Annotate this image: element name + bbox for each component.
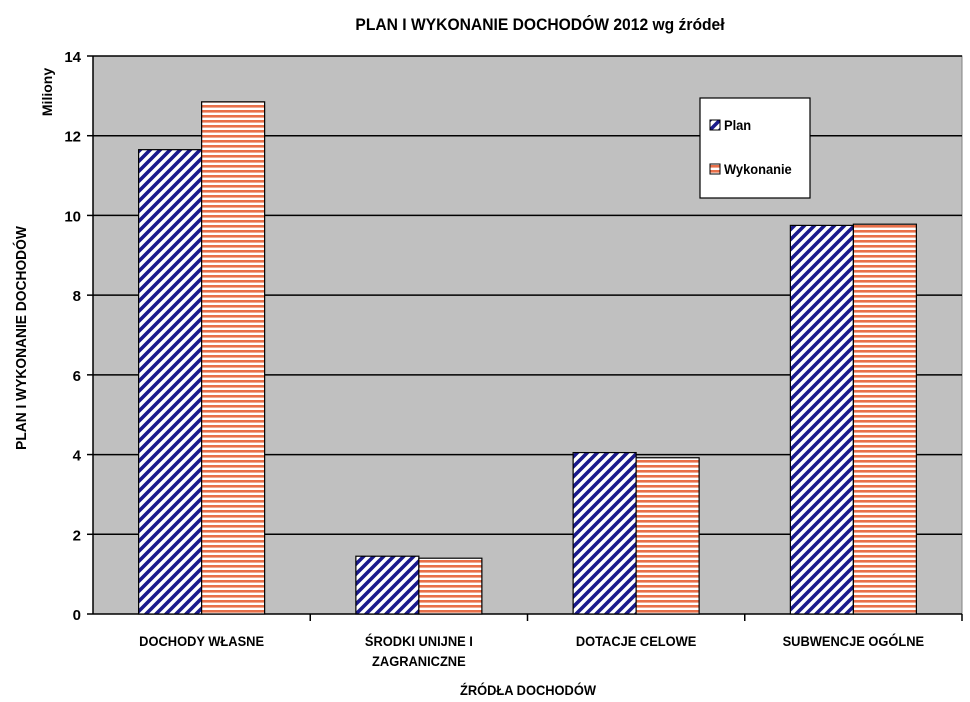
legend-box	[699, 97, 811, 199]
x-tick-label: DOTACJE CELOWE	[576, 634, 697, 650]
bar-plan-3	[789, 224, 854, 615]
bar-plan-0	[138, 149, 203, 615]
y-tick-label: 2	[73, 527, 81, 544]
y-tick-label: 10	[64, 208, 81, 225]
bar-plan-2	[572, 451, 637, 615]
y-tick-label: 14	[64, 49, 81, 66]
y-tick-label: 8	[73, 288, 81, 305]
x-tick-label: ŚRODKI UNIJNE I	[365, 634, 473, 650]
y-tick-label: 4	[73, 448, 82, 465]
x-tick-label: DOCHODY WŁASNE	[139, 634, 264, 650]
x-axis-label: ŹRÓDŁA DOCHODÓW	[460, 683, 596, 699]
x-tick-label: ZAGRANICZNE	[372, 654, 466, 670]
x-tick-label: SUBWENCJE OGÓLNE	[783, 634, 925, 650]
legend-swatch-wykonanie	[709, 163, 721, 175]
y-tick-label: 0	[73, 607, 81, 624]
bar-wykonanie-0	[201, 101, 266, 615]
y-axis-label: PLAN I WYKONANIE DOCHODÓW	[11, 226, 30, 450]
y-tick-label: 6	[73, 368, 81, 385]
bar-wykonanie-2	[635, 457, 700, 615]
chart-title: PLAN I WYKONANIE DOCHODÓW 2012 wg źródeł	[355, 14, 725, 34]
legend-label-plan: Plan	[724, 118, 751, 134]
legend-swatch-plan	[709, 119, 721, 131]
bar-wykonanie-3	[852, 223, 917, 615]
bar-plan-1	[355, 555, 420, 615]
y-unit-label: Miliony	[39, 68, 55, 116]
y-tick-label: 12	[64, 129, 81, 146]
legend-label-wykonanie: Wykonanie	[724, 162, 792, 178]
bar-wykonanie-1	[418, 557, 483, 615]
